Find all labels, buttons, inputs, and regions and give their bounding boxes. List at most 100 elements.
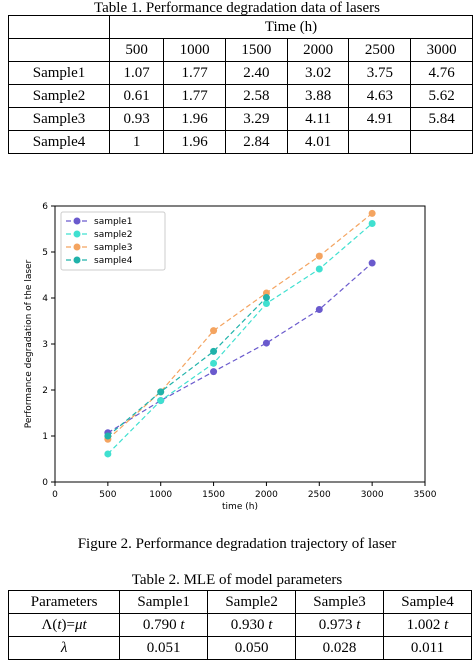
table-header: Parameters (7, 590, 121, 614)
y-axis-label: Performance degradation of the laser (24, 259, 34, 428)
table-cell: 1.07 (108, 61, 165, 85)
table-cell: 2.58 (225, 84, 288, 108)
legend-marker (73, 217, 81, 225)
time-cell: 500 (108, 38, 165, 62)
table-row: 500 1000 1500 2000 2500 3000 (8, 38, 473, 62)
degradation-chart: 0 500 1000 1500 2000 2500 3000 3500 0 1 2 3 4 5 6 time … (24, 202, 437, 512)
series-line (107, 297, 267, 437)
table-row: λ 0.051 0.050 0.028 0.011 (7, 636, 472, 660)
y-tick-label: 2 (42, 386, 48, 396)
x-tick-label: 3000 (361, 490, 384, 500)
table-row: Sample2 0.61 1.77 2.58 3.88 4.63 5.62 (8, 84, 473, 108)
table-cell: 3.88 (286, 84, 350, 108)
legend-box (60, 211, 166, 271)
legend-marker (73, 230, 81, 238)
cell-value: 0.973 (318, 616, 353, 633)
table-header: Sample1 (119, 590, 209, 614)
table-cell: 4.01 (286, 130, 350, 154)
table-cell: 0.61 (108, 84, 165, 108)
time-cell: 1000 (163, 38, 226, 62)
cell-unit: t (356, 616, 361, 633)
table-cell: 0.050 (207, 636, 297, 660)
data-point (157, 388, 165, 396)
table-cell: 0.973 t (295, 613, 384, 637)
table-cell (348, 130, 412, 154)
table-cell: 3.02 (286, 61, 350, 85)
table-cell: 1.77 (163, 84, 226, 108)
y-tick-label: 4 (42, 294, 48, 304)
table-row: Time (h) (8, 15, 473, 39)
table-header: Sample2 (207, 590, 297, 614)
x-tick-label: 3500 (414, 490, 437, 500)
cell-unit: t (180, 616, 185, 633)
time-cell: 2000 (286, 38, 350, 62)
cell-unit: t (444, 616, 449, 633)
x-tick-label: 2500 (308, 490, 331, 500)
row-label: Sample4 (8, 130, 110, 154)
y-tick-label: 6 (42, 202, 48, 212)
data-point (104, 432, 112, 440)
table-row: Sample1 1.07 1.77 2.40 3.02 3.75 4.76 (8, 61, 473, 85)
table-cell: 0.790 t (119, 613, 209, 637)
table-cell: 0.930 t (207, 613, 297, 637)
table-cell: 2.84 (225, 130, 288, 154)
data-point (210, 359, 218, 367)
data-point (157, 397, 165, 405)
legend-label: sample4 (94, 256, 133, 266)
x-axis-label: time (h) (222, 502, 258, 512)
table-cell (8, 15, 110, 39)
cell-value: 0.930 (230, 616, 265, 633)
table-cell: 0.011 (383, 636, 472, 660)
table-cell: 3.75 (348, 61, 412, 85)
table-cell: 5.84 (410, 107, 473, 131)
data-point (262, 300, 270, 308)
table-cell: 1.96 (163, 107, 226, 131)
label-part: t (57, 616, 62, 633)
data-point (368, 259, 376, 267)
data-point (210, 368, 218, 376)
row-label: Sample1 (8, 61, 110, 85)
cell-unit: t (268, 616, 273, 633)
data-point (315, 265, 323, 273)
figure2-caption: Figure 2. Performance degradation trajec… (77, 536, 397, 552)
data-point (210, 347, 218, 355)
data-point (315, 306, 323, 313)
y-tick-label: 0 (42, 478, 48, 488)
table-cell: 0.028 (295, 636, 384, 660)
table-cell (410, 130, 473, 154)
table-cell (8, 38, 110, 62)
table-cell: 2.40 (225, 61, 288, 85)
y-tick-label: 5 (42, 248, 48, 258)
legend-marker (73, 256, 81, 264)
time-cell: 3000 (410, 38, 473, 62)
label-part: μt (75, 616, 87, 633)
table1: Time (h) 500 1000 1500 2000 2500 3000 Sa… (8, 15, 473, 154)
row-label: λ (7, 636, 121, 660)
cell-value: 0.790 (142, 616, 177, 633)
table2: Parameters Sample1 Sample2 Sample3 Sampl… (7, 590, 472, 660)
legend-label: sample3 (94, 243, 132, 253)
table-cell: 4.91 (348, 107, 412, 131)
data-point (368, 219, 376, 227)
label-part: )= (61, 616, 75, 633)
time-cell: 2500 (348, 38, 412, 62)
legend-marker (73, 243, 81, 251)
data-point (104, 450, 112, 458)
y-tick-label: 1 (42, 432, 48, 442)
data-point (315, 252, 323, 260)
data-point (210, 327, 218, 335)
time-header: Time (h) (109, 15, 473, 39)
label-part: Λ( (41, 616, 58, 633)
x-tick-label: 1000 (149, 490, 172, 500)
x-tick-label: 2000 (255, 490, 278, 500)
data-point (368, 209, 376, 217)
x-tick-label: 0 (52, 490, 58, 500)
table-cell: 1.002 t (383, 613, 472, 637)
table-cell: 1 (108, 130, 165, 154)
row-label: Λ(t)=μt (7, 613, 121, 637)
data-point (262, 339, 270, 347)
table-cell: 4.11 (286, 107, 350, 131)
table-row: Λ(t)=μt 0.790 t 0.930 t 0.973 t 1.002 t (7, 613, 472, 637)
table-header: Sample4 (383, 590, 472, 614)
cell-value: 1.002 (406, 616, 441, 633)
